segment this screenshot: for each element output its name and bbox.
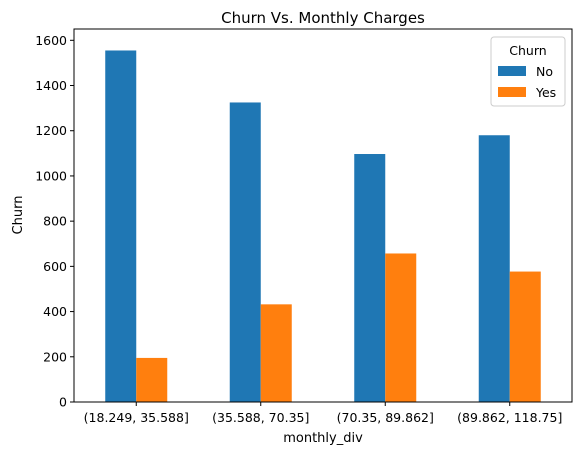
legend-swatch-yes <box>498 87 526 97</box>
x-axis-label: monthly_div <box>283 431 363 446</box>
x-axis: (18.249, 35.588] (35.588, 70.35] (70.35, 8… <box>84 402 562 425</box>
bar-yes-1 <box>260 304 292 402</box>
bar-no-0 <box>105 50 137 402</box>
legend: Churn No Yes <box>490 36 566 107</box>
x-tick-label: (89.862, 118.75] <box>457 410 562 425</box>
x-tick-label: (35.588, 70.35] <box>212 410 309 425</box>
y-tick-label: 800 <box>43 214 67 229</box>
bar-no-2 <box>354 154 386 402</box>
chart-title: Churn Vs. Monthly Charges <box>221 9 425 27</box>
y-tick-label: 600 <box>43 259 67 274</box>
legend-swatch-no <box>498 66 526 76</box>
y-tick-label: 1400 <box>35 78 67 93</box>
legend-label-no: No <box>536 64 553 79</box>
bar-no-3 <box>478 135 510 403</box>
y-tick-label: 0 <box>59 395 67 410</box>
x-tick-label: (18.249, 35.588] <box>84 410 189 425</box>
y-tick-label: 200 <box>43 349 67 364</box>
plot-area <box>105 50 541 403</box>
y-axis-label: Churn <box>11 196 26 235</box>
y-axis: 0 200 400 600 800 1000 1200 1400 1600 <box>35 33 74 410</box>
y-tick-label: 1000 <box>35 168 67 183</box>
legend-title: Churn <box>509 43 546 58</box>
y-tick-label: 1600 <box>35 33 67 48</box>
legend-label-yes: Yes <box>535 85 556 100</box>
y-tick-label: 400 <box>43 304 67 319</box>
bar-yes-3 <box>509 271 541 402</box>
bar-yes-2 <box>385 253 417 402</box>
bar-no-1 <box>229 102 261 402</box>
bar-yes-0 <box>136 357 168 402</box>
plot-frame <box>73 28 573 403</box>
x-tick-label: (70.35, 89.862] <box>337 410 434 425</box>
y-tick-label: 1200 <box>35 123 67 138</box>
